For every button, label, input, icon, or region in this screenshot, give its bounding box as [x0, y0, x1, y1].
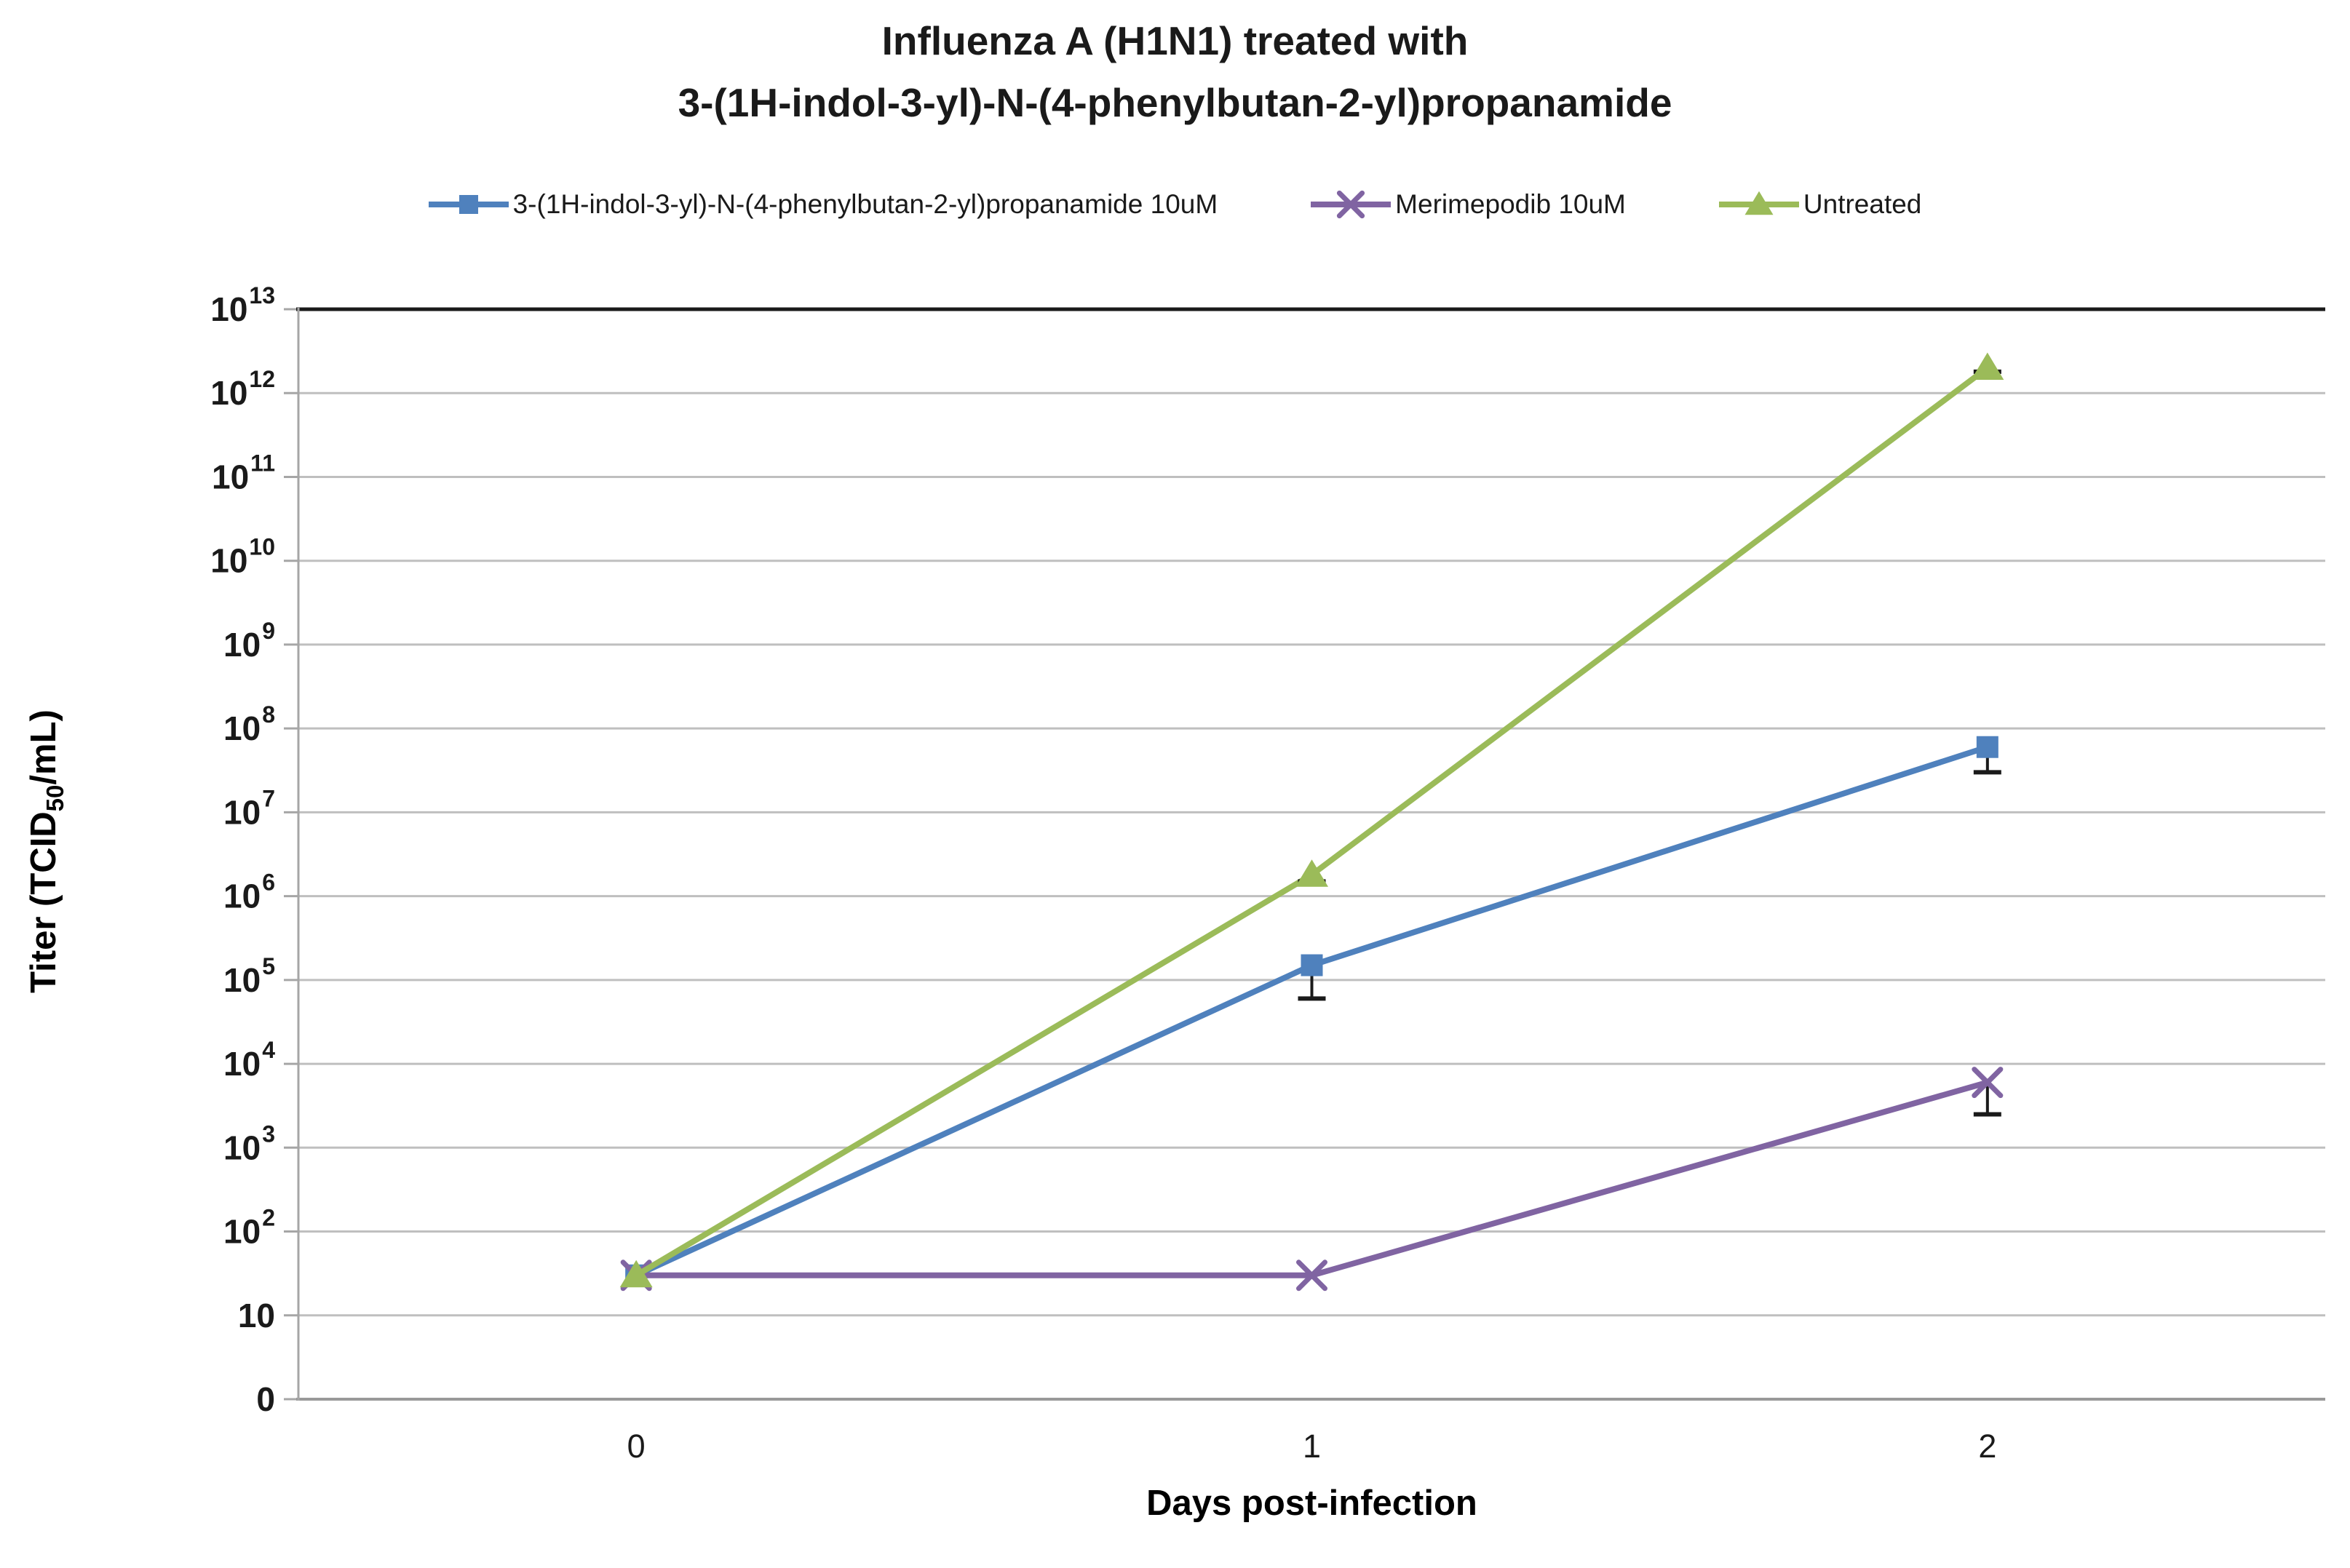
chart-title-line1: Influenza A (H1N1) treated with	[881, 18, 1469, 63]
y-axis-title-pre: Titer (TCID	[24, 811, 63, 993]
series-line-1	[636, 1079, 1988, 1278]
square-marker-icon	[459, 195, 478, 214]
y-tick-label: 103	[223, 1121, 275, 1166]
x-tick-label: 2	[1978, 1428, 1996, 1465]
y-tick-label: 10	[238, 1297, 275, 1334]
chart-title-line2: 3-(1H-indol-3-yl)-N-(4-phenylbutan-2-yl)…	[678, 80, 1672, 126]
y-tick-label: 102	[223, 1205, 275, 1251]
chart-title: Influenza A (H1N1) treated with 3-(1H-in…	[0, 10, 2350, 135]
y-tick-label: 107	[223, 785, 275, 831]
y-tick-label: 105	[223, 953, 275, 999]
x-axis-title: Days post-infection	[1146, 1484, 1477, 1523]
y-tick-label: 1011	[212, 450, 275, 496]
legend-label-untreated: Untreated	[1803, 189, 1922, 219]
y-tick-label: 108	[223, 701, 275, 747]
triangle-marker-icon	[1971, 352, 2004, 381]
y-tick-label: 0	[256, 1380, 275, 1418]
x-tick-label: 0	[627, 1428, 646, 1465]
triangle-marker-icon	[1744, 191, 1774, 215]
triangle-marker-icon	[1295, 859, 1328, 887]
series-line-0	[635, 744, 1989, 1278]
y-tick-label: 109	[223, 618, 275, 664]
square-marker-icon	[1976, 736, 1998, 758]
x-tick-label: 1	[1303, 1428, 1321, 1465]
y-tick-label: 1013	[210, 282, 275, 328]
y-axis-title-post: /mL)	[24, 709, 63, 785]
x-marker-icon	[1296, 1259, 1327, 1292]
legend: 3-(1H-indol-3-yl)-N-(4-phenylbutan-2-yl)…	[0, 188, 2350, 221]
y-tick-label: 104	[223, 1037, 275, 1083]
legend-item-untreated: Untreated	[1718, 188, 1922, 221]
y-tick-label: 1012	[210, 366, 275, 412]
y-axis-title: Titer (TCID50/mL)	[23, 597, 68, 1106]
y-axis-title-sub: 50	[41, 784, 68, 812]
legend-swatch-x-icon	[1311, 190, 1392, 219]
legend-swatch-triangle-icon	[1718, 191, 1799, 215]
y-tick-label: 106	[223, 869, 275, 915]
x-marker-icon	[1337, 190, 1365, 219]
y-tick-label: 1010	[210, 534, 275, 580]
triangle-marker-icon	[619, 1259, 653, 1288]
x-marker-icon	[1972, 1067, 2004, 1099]
legend-label-merimepodib: Merimepodib 10uM	[1395, 189, 1626, 219]
square-marker-icon	[1301, 954, 1323, 976]
legend-item-propanamide: 3-(1H-indol-3-yl)-N-(4-phenylbutan-2-yl)…	[428, 188, 1218, 221]
legend-item-merimepodib: Merimepodib 10uM	[1311, 188, 1626, 221]
legend-label-propanamide: 3-(1H-indol-3-yl)-N-(4-phenylbutan-2-yl)…	[512, 189, 1218, 219]
legend-swatch-square-icon	[428, 195, 509, 214]
